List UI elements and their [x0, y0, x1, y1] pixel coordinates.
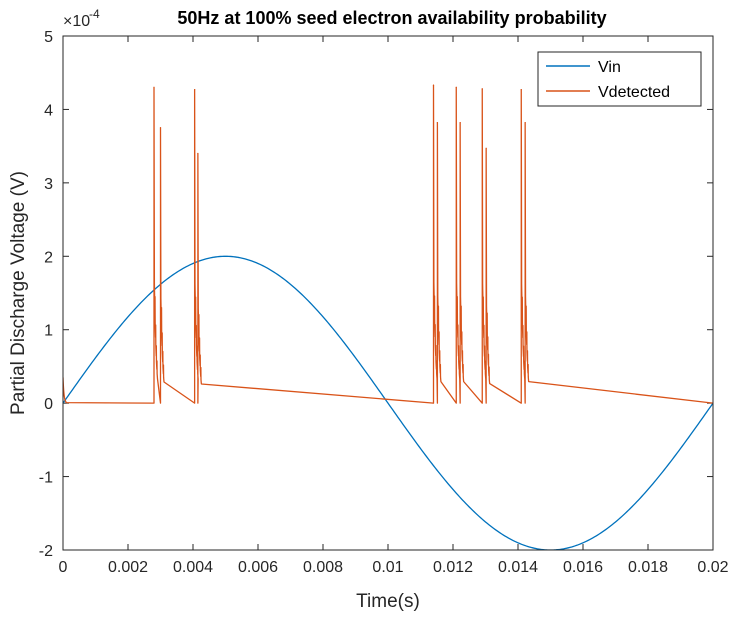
- x-tick-label: 0.004: [173, 559, 213, 576]
- plot-background: [63, 36, 713, 550]
- vdetected-pulse-peak: [194, 89, 196, 91]
- series-layer: [63, 84, 713, 550]
- vdetected-pulse-peak: [520, 89, 522, 91]
- axes-box: [62, 35, 714, 551]
- series-vin-line: [63, 255, 713, 550]
- vdetected-pulse-peak: [455, 86, 457, 88]
- y-tick-label: -1: [39, 470, 53, 487]
- y-tick-label: 0: [44, 396, 53, 413]
- y-tick-label: 5: [44, 29, 53, 46]
- vdetected-pulse-peak: [459, 122, 461, 124]
- legend: Vin Vdetected: [537, 51, 702, 107]
- legend-label-vin: Vin: [598, 59, 621, 76]
- exponent-value: -4: [89, 7, 100, 21]
- y-tick-label: -2: [39, 543, 53, 560]
- x-tick-label: 0.012: [433, 559, 473, 576]
- x-axis-label: Time(s): [356, 591, 420, 612]
- legend-box: [537, 51, 702, 107]
- vdetected-pulse-peak: [485, 147, 487, 149]
- x-tick-label: 0: [59, 559, 68, 576]
- x-tick-label: 0.018: [628, 559, 668, 576]
- exponent-base: ×10: [63, 13, 90, 30]
- vdetected-pulse-peak: [153, 86, 155, 88]
- x-tick-label: 0.006: [238, 559, 278, 576]
- legend-label-vdetected: Vdetected: [598, 84, 670, 101]
- y-tick-label: 2: [44, 249, 53, 266]
- vdetected-pulse-peak: [524, 122, 526, 124]
- x-tick-label: 0.008: [303, 559, 343, 576]
- y-tick-label: 4: [44, 102, 53, 119]
- x-tick-label: 0.002: [108, 559, 148, 576]
- y-tick-label: 1: [44, 323, 53, 340]
- series-vdetected-line: [63, 84, 713, 404]
- vdetected-pulse-peak: [432, 84, 435, 86]
- x-tick-label: 0.014: [498, 559, 538, 576]
- x-tick-label: 0.016: [563, 559, 603, 576]
- x-tick-labels: 0 0.002 0.004 0.006 0.008 0.01 0.012 0.014 0.016…: [59, 559, 729, 576]
- vdetected-pulse-peak: [197, 152, 199, 155]
- chart-title: 50Hz at 100% seed electron availability …: [177, 8, 606, 28]
- y-tick-labels: -2 -1 0 1 2 3 4 5: [39, 29, 53, 560]
- vdetected-pulse-peak: [436, 122, 438, 124]
- y-tick-label: 3: [44, 176, 53, 193]
- vdetected-pulse-peak: [159, 127, 162, 129]
- vdetected-pulse-peak: [481, 88, 483, 90]
- x-tick-label: 0.01: [372, 559, 403, 576]
- x-tick-label: 0.02: [697, 559, 728, 576]
- y-axis-label: Partial Discharge Voltage (V): [8, 171, 29, 415]
